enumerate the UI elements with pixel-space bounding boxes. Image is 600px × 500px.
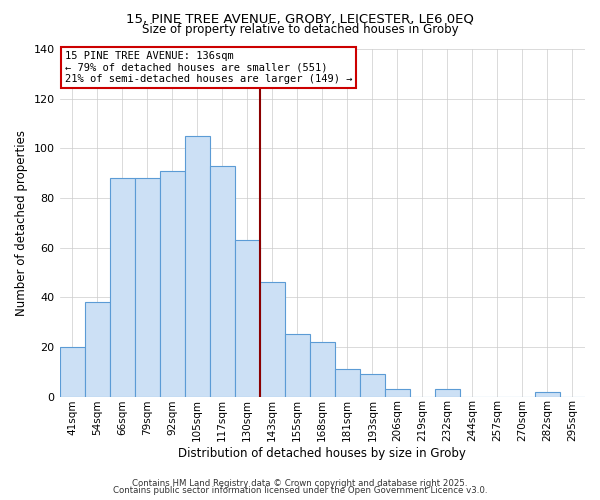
Bar: [535, 392, 560, 396]
Bar: [385, 389, 410, 396]
X-axis label: Distribution of detached houses by size in Groby: Distribution of detached houses by size …: [178, 447, 466, 460]
Bar: [160, 170, 185, 396]
Bar: [185, 136, 209, 396]
Bar: [134, 178, 160, 396]
Bar: [235, 240, 260, 396]
Y-axis label: Number of detached properties: Number of detached properties: [15, 130, 28, 316]
Bar: [85, 302, 110, 396]
Bar: [260, 282, 285, 397]
Text: 15 PINE TREE AVENUE: 136sqm
← 79% of detached houses are smaller (551)
21% of se: 15 PINE TREE AVENUE: 136sqm ← 79% of det…: [65, 50, 352, 84]
Text: 15, PINE TREE AVENUE, GROBY, LEICESTER, LE6 0EQ: 15, PINE TREE AVENUE, GROBY, LEICESTER, …: [126, 12, 474, 26]
Bar: [335, 369, 360, 396]
Bar: [285, 334, 310, 396]
Bar: [310, 342, 335, 396]
Text: Contains public sector information licensed under the Open Government Licence v3: Contains public sector information licen…: [113, 486, 487, 495]
Bar: [59, 347, 85, 397]
Text: Size of property relative to detached houses in Groby: Size of property relative to detached ho…: [142, 22, 458, 36]
Text: Contains HM Land Registry data © Crown copyright and database right 2025.: Contains HM Land Registry data © Crown c…: [132, 478, 468, 488]
Bar: [209, 166, 235, 396]
Bar: [110, 178, 134, 396]
Bar: [435, 389, 460, 396]
Bar: [360, 374, 385, 396]
